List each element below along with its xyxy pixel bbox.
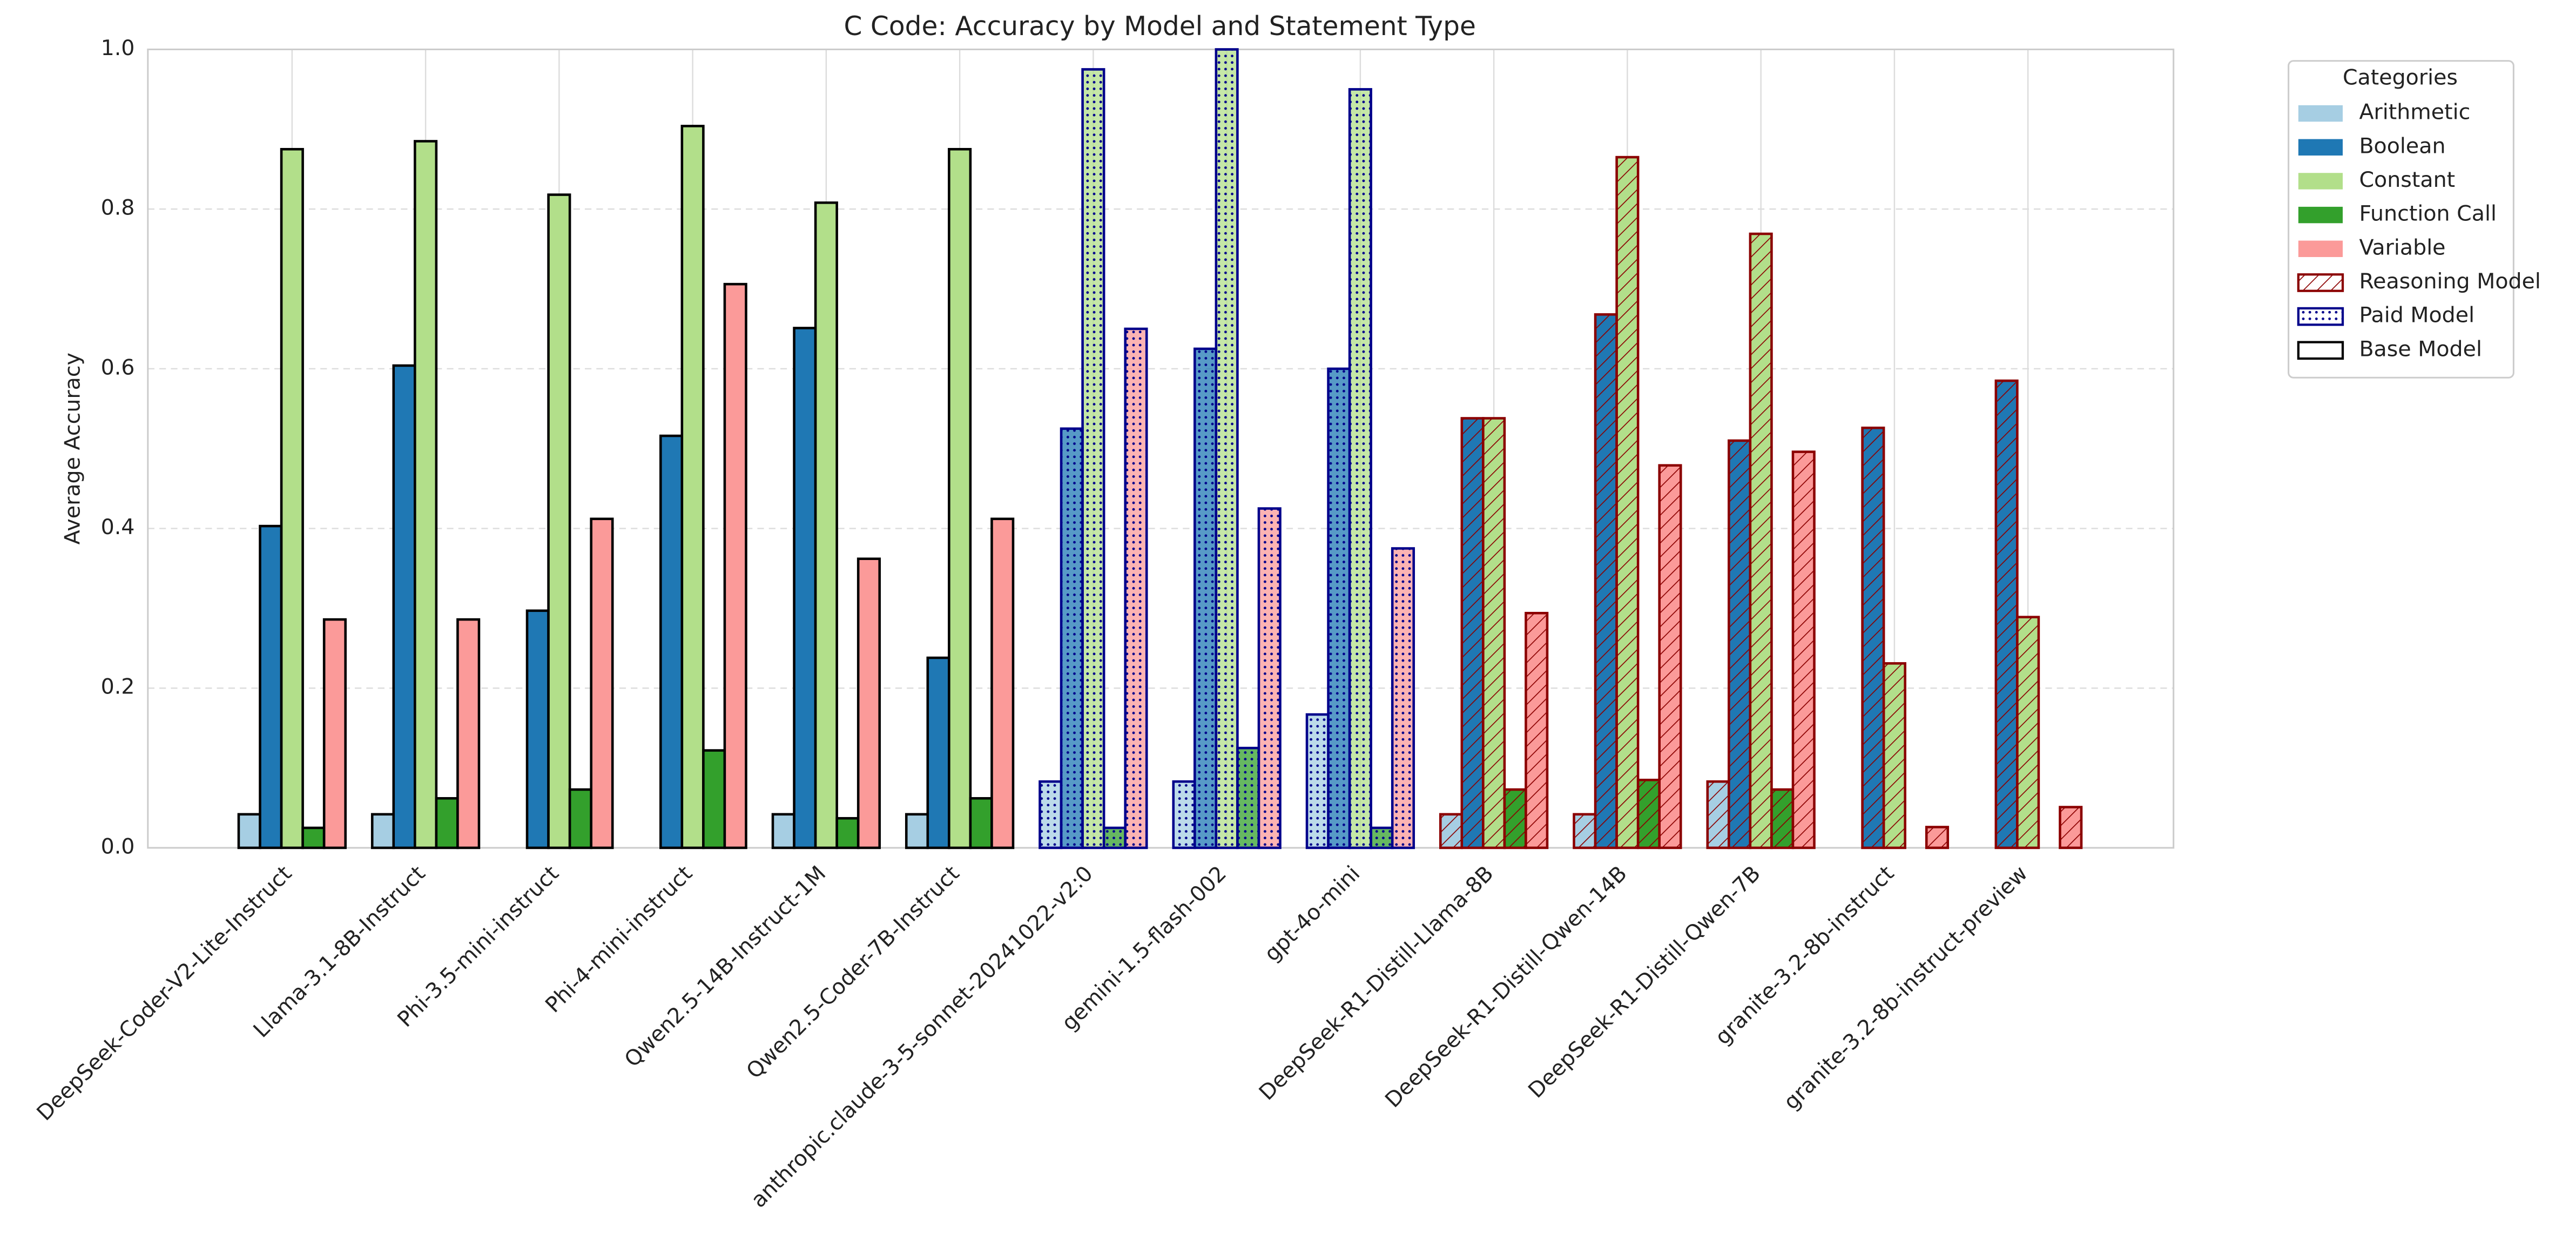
bar-pattern bbox=[1771, 789, 1793, 848]
bar-pattern bbox=[1350, 89, 1371, 848]
bar bbox=[948, 147, 972, 849]
bar bbox=[659, 434, 684, 849]
legend-swatch bbox=[2298, 139, 2343, 156]
y-tick-label: 0.2 bbox=[101, 675, 135, 699]
bar bbox=[857, 557, 881, 849]
bar-pattern bbox=[2017, 617, 2039, 848]
bar bbox=[835, 817, 860, 849]
chart-title: C Code: Accuracy by Model and Statement … bbox=[844, 11, 1475, 42]
bar bbox=[814, 201, 838, 849]
legend-label: Variable bbox=[2359, 235, 2445, 260]
bar-pattern bbox=[1125, 328, 1147, 848]
legend-label: Function Call bbox=[2359, 201, 2497, 226]
bar bbox=[456, 618, 481, 849]
bar bbox=[568, 788, 592, 849]
legend-swatch bbox=[2298, 240, 2343, 257]
bar-pattern bbox=[1061, 428, 1083, 848]
bar-pattern bbox=[1995, 381, 2018, 848]
bar bbox=[590, 517, 614, 849]
legend-swatch bbox=[2298, 173, 2343, 190]
bar bbox=[301, 826, 326, 849]
bar-pattern bbox=[1483, 418, 1505, 848]
bar bbox=[280, 147, 304, 849]
bar bbox=[259, 524, 283, 849]
bar-pattern bbox=[1659, 465, 1681, 848]
legend-label: Paid Model bbox=[2359, 303, 2474, 328]
bar bbox=[926, 656, 950, 849]
legend-swatch bbox=[2298, 206, 2343, 224]
y-axis-label: Average Accuracy bbox=[60, 353, 85, 544]
legend-label: Arithmetic bbox=[2359, 100, 2470, 125]
legend-swatch bbox=[2297, 273, 2344, 292]
bar bbox=[547, 193, 571, 849]
bar-pattern bbox=[1862, 428, 1884, 848]
bar-pattern bbox=[1884, 663, 1905, 848]
bar-pattern bbox=[1392, 548, 1414, 848]
bar-pattern bbox=[1526, 613, 1548, 848]
bar-pattern bbox=[1195, 348, 1216, 848]
bar-pattern bbox=[1792, 451, 1815, 848]
bar-pattern bbox=[2060, 807, 2082, 848]
bar-pattern bbox=[1574, 814, 1596, 848]
bar bbox=[990, 517, 1015, 849]
bar bbox=[702, 749, 726, 849]
plot-frame bbox=[147, 48, 2175, 849]
bar bbox=[435, 797, 459, 849]
bar bbox=[905, 813, 929, 849]
bar-pattern bbox=[1328, 368, 1350, 848]
legend-label: Boolean bbox=[2359, 133, 2445, 158]
bar-pattern bbox=[1440, 814, 1462, 848]
y-tick-label: 0.8 bbox=[101, 195, 135, 220]
bar-pattern bbox=[1638, 780, 1660, 848]
legend-swatch bbox=[2297, 341, 2344, 360]
bar bbox=[771, 813, 795, 849]
bar-pattern bbox=[1707, 781, 1729, 848]
legend: Categories Arithmetic Boolean Constant Funct… bbox=[2288, 60, 2541, 379]
bar-pattern bbox=[1504, 789, 1526, 848]
bar-pattern bbox=[1104, 827, 1125, 848]
bar-pattern bbox=[1750, 233, 1772, 848]
legend-title: Categories bbox=[2343, 65, 2458, 90]
bar bbox=[414, 140, 438, 849]
bar bbox=[723, 282, 747, 849]
bar-pattern bbox=[1595, 314, 1617, 848]
bar-pattern bbox=[1173, 781, 1195, 848]
y-tick-label: 1.0 bbox=[101, 36, 135, 60]
bar bbox=[793, 327, 817, 849]
bar-pattern bbox=[1926, 827, 1948, 848]
bar-pattern bbox=[1307, 714, 1329, 848]
bar-pattern bbox=[1216, 49, 1238, 848]
bar-pattern bbox=[1616, 157, 1638, 848]
legend-label: Base Model bbox=[2359, 336, 2482, 361]
y-tick-label: 0.6 bbox=[101, 355, 135, 380]
legend-swatch bbox=[2298, 105, 2343, 122]
bar-pattern bbox=[1040, 781, 1062, 848]
legend-frame bbox=[2288, 60, 2514, 379]
bar-pattern bbox=[1371, 827, 1393, 848]
legend-label: Reasoning Model bbox=[2359, 269, 2540, 294]
bar-pattern bbox=[1729, 440, 1750, 848]
bar-pattern bbox=[1461, 418, 1483, 848]
y-tick-label: 0.0 bbox=[101, 834, 135, 859]
bar bbox=[370, 813, 395, 849]
legend-label: Constant bbox=[2359, 167, 2455, 192]
bar-pattern bbox=[1082, 69, 1104, 848]
y-tick-label: 0.4 bbox=[101, 515, 135, 540]
bar bbox=[969, 797, 993, 849]
bar bbox=[680, 125, 705, 849]
bar-pattern bbox=[1237, 748, 1259, 848]
bar-pattern bbox=[1258, 508, 1280, 848]
bar bbox=[392, 364, 416, 849]
bar bbox=[322, 618, 347, 849]
bar bbox=[525, 609, 550, 849]
legend-swatch bbox=[2297, 307, 2344, 326]
bar bbox=[237, 813, 261, 849]
